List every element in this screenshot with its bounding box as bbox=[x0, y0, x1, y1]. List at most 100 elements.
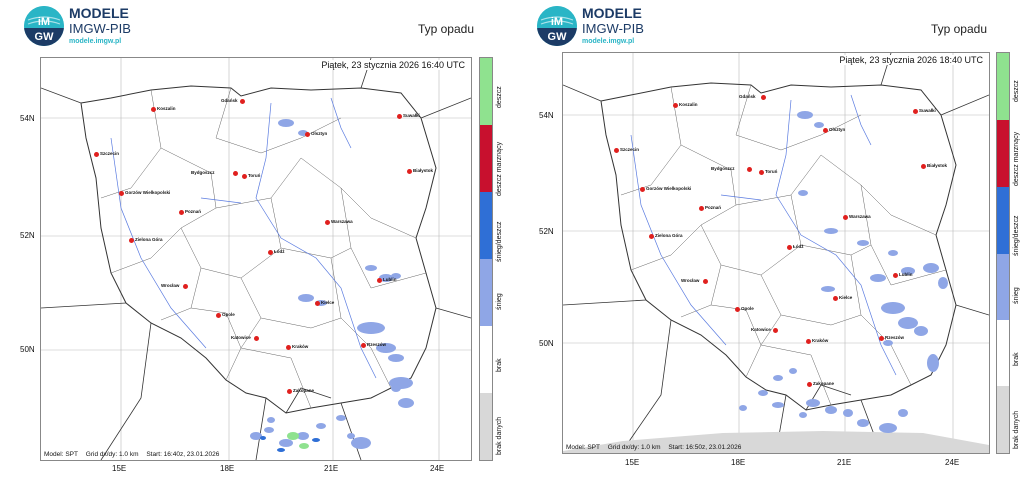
city-label: Bydgoszcz bbox=[191, 170, 215, 175]
city-marker[interactable] bbox=[649, 234, 654, 239]
timestamp: Piątek, 23 stycznia 2026 16:40 UTC bbox=[319, 60, 467, 70]
city-marker[interactable] bbox=[833, 296, 838, 301]
city-marker[interactable] bbox=[183, 284, 188, 289]
city-label: Kielce bbox=[321, 300, 335, 305]
city-marker[interactable] bbox=[843, 215, 848, 220]
city-marker[interactable] bbox=[377, 278, 382, 283]
city-marker[interactable] bbox=[759, 170, 764, 175]
city-marker[interactable] bbox=[735, 307, 740, 312]
city-marker[interactable] bbox=[151, 107, 156, 112]
city-label: Kielce bbox=[839, 295, 853, 300]
legend-swatch-snieg-deszcz bbox=[997, 187, 1009, 254]
logo-title: MODELE bbox=[582, 5, 642, 21]
legend-label: śnieg/deszcz bbox=[496, 221, 503, 262]
precipitation-legend bbox=[996, 52, 1010, 454]
city-marker[interactable] bbox=[286, 345, 291, 350]
city-marker[interactable] bbox=[773, 328, 778, 333]
logo-url[interactable]: modele.imgw.pl bbox=[582, 38, 635, 45]
city-marker[interactable] bbox=[361, 343, 366, 348]
lon-label: 15E bbox=[625, 458, 640, 467]
legend-label: deszcz marznący bbox=[496, 141, 503, 196]
model-name: Model: SPT bbox=[566, 444, 600, 451]
city-label: Lublin bbox=[899, 272, 913, 277]
legend-label: brak bbox=[1013, 352, 1020, 366]
logo-url[interactable]: modele.imgw.pl bbox=[69, 38, 122, 45]
lat-label: 52N bbox=[20, 231, 35, 240]
city-marker[interactable] bbox=[325, 220, 330, 225]
precipitation-map[interactable]: Piątek, 23 stycznia 2026 16:40 UTC Kosza… bbox=[40, 57, 472, 461]
city-label: Zakopane bbox=[813, 381, 835, 386]
city-marker[interactable] bbox=[216, 313, 221, 318]
city-marker[interactable] bbox=[614, 148, 619, 153]
legend-label: deszcz bbox=[1013, 80, 1020, 102]
city-marker[interactable] bbox=[305, 132, 310, 137]
city-marker[interactable] bbox=[747, 167, 752, 172]
city-label: Opole bbox=[741, 306, 754, 311]
logo-subtitle: IMGW-PIB bbox=[582, 21, 644, 36]
legend-swatch-deszcz-marznacy bbox=[480, 125, 492, 192]
imgw-logo-icon: iM GW bbox=[24, 6, 64, 46]
legend-label: deszcz bbox=[496, 86, 503, 108]
imgw-logo[interactable]: iM GW MODELE IMGW-PIB modele.imgw.pl bbox=[537, 6, 687, 50]
city-label: Zielona Góra bbox=[655, 233, 683, 238]
legend-swatch-snieg bbox=[997, 254, 1009, 320]
city-label: Katowice bbox=[231, 335, 251, 340]
lon-label: 21E bbox=[837, 458, 852, 467]
city-marker[interactable] bbox=[893, 273, 898, 278]
lon-label: 24E bbox=[945, 458, 960, 467]
logo-badge-bottom: GW bbox=[548, 31, 568, 43]
city-marker[interactable] bbox=[640, 187, 645, 192]
city-marker[interactable] bbox=[807, 382, 812, 387]
city-marker[interactable] bbox=[129, 238, 134, 243]
city-marker[interactable] bbox=[287, 389, 292, 394]
imgw-logo[interactable]: iM GW MODELE IMGW-PIB modele.imgw.pl bbox=[24, 6, 174, 50]
city-marker[interactable] bbox=[119, 191, 124, 196]
city-marker[interactable] bbox=[806, 339, 811, 344]
city-marker[interactable] bbox=[397, 114, 402, 119]
city-marker[interactable] bbox=[921, 164, 926, 169]
city-marker[interactable] bbox=[254, 336, 259, 341]
grid-size: Grid dx/dy: 1.0 km bbox=[85, 451, 139, 458]
lon-label: 18E bbox=[731, 458, 746, 467]
city-marker[interactable] bbox=[315, 301, 320, 306]
city-label: Białystok bbox=[413, 168, 434, 173]
lat-label: 54N bbox=[539, 111, 554, 120]
lon-label: 18E bbox=[220, 464, 235, 473]
forecast-panel-right: iM GW MODELE IMGW-PIB modele.imgw.pl Typ… bbox=[525, 0, 1024, 485]
city-marker[interactable] bbox=[240, 99, 245, 104]
legend-swatch-brak bbox=[997, 320, 1009, 386]
logo-badge-top: iM bbox=[551, 16, 563, 28]
city-marker[interactable] bbox=[94, 152, 99, 157]
lon-label: 24E bbox=[430, 464, 445, 473]
forecast-panel-left: iM GW MODELE IMGW-PIB modele.imgw.pl Typ… bbox=[12, 0, 512, 485]
city-marker[interactable] bbox=[407, 169, 412, 174]
run-start: Start: 16:40z, 23.01.2026 bbox=[146, 451, 220, 458]
city-marker[interactable] bbox=[268, 250, 273, 255]
city-label: Katowice bbox=[751, 327, 771, 332]
city-marker[interactable] bbox=[879, 336, 884, 341]
legend-swatch-brak bbox=[480, 326, 492, 393]
lat-label: 50N bbox=[539, 339, 554, 348]
model-info: Model: SPT Grid dx/dy: 1.0 km Start: 16:… bbox=[44, 451, 225, 458]
city-label: Suwałki bbox=[403, 113, 420, 118]
city-label: Olsztyn bbox=[311, 131, 328, 136]
city-marker[interactable] bbox=[179, 210, 184, 215]
map-svg bbox=[563, 53, 989, 453]
city-label: Bydgoszcz bbox=[711, 166, 735, 171]
imgw-logo-icon: iM GW bbox=[537, 6, 577, 46]
legend-swatch-snieg bbox=[480, 259, 492, 326]
city-marker[interactable] bbox=[823, 128, 828, 133]
city-label: Olsztyn bbox=[829, 127, 846, 132]
city-marker[interactable] bbox=[787, 245, 792, 250]
city-marker[interactable] bbox=[242, 174, 247, 179]
city-label: Łódź bbox=[274, 249, 285, 254]
city-marker[interactable] bbox=[761, 95, 766, 100]
city-marker[interactable] bbox=[233, 171, 238, 176]
city-marker[interactable] bbox=[699, 206, 704, 211]
city-marker[interactable] bbox=[673, 103, 678, 108]
city-label: Szczecin bbox=[100, 151, 120, 156]
timestamp: Piątek, 23 stycznia 2026 18:40 UTC bbox=[837, 55, 985, 65]
city-marker[interactable] bbox=[703, 279, 708, 284]
precipitation-map[interactable]: Piątek, 23 stycznia 2026 18:40 UTC Kosza… bbox=[562, 52, 990, 454]
city-marker[interactable] bbox=[913, 109, 918, 114]
